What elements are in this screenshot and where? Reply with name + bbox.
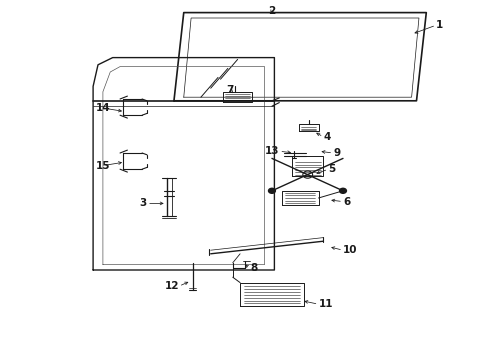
- Text: 12: 12: [164, 281, 179, 291]
- Text: 14: 14: [96, 103, 110, 113]
- Text: 9: 9: [333, 148, 341, 158]
- Text: 5: 5: [328, 164, 336, 174]
- Text: 3: 3: [140, 198, 147, 208]
- Text: 1: 1: [436, 20, 443, 30]
- Text: 7: 7: [226, 85, 234, 95]
- Text: 6: 6: [343, 197, 350, 207]
- Text: 10: 10: [343, 245, 358, 255]
- Circle shape: [269, 188, 275, 193]
- Text: 11: 11: [318, 299, 333, 309]
- Text: 15: 15: [96, 161, 110, 171]
- Text: 13: 13: [265, 146, 279, 156]
- Text: 8: 8: [250, 263, 257, 273]
- Text: 2: 2: [269, 6, 275, 16]
- Text: 4: 4: [323, 132, 331, 142]
- Circle shape: [340, 188, 346, 193]
